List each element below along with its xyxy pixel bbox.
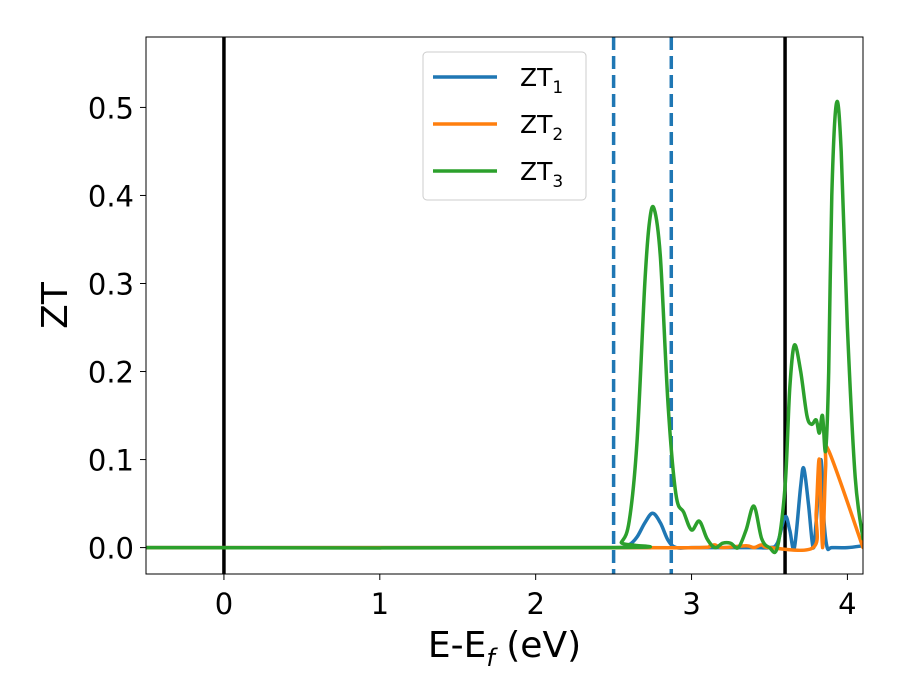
series-layer <box>146 99 863 555</box>
y-tick-label: 0.2 <box>88 356 134 390</box>
y-tick-label: 0.4 <box>88 179 134 213</box>
x-tick-label: 4 <box>838 587 856 621</box>
x-axis-ticks: 0 1 2 3 4 <box>215 574 857 621</box>
y-tick-label: 0.3 <box>88 267 134 301</box>
series-line-zt2 <box>146 443 863 553</box>
x-tick-label: 1 <box>371 587 389 621</box>
y-tick-label: 0.5 <box>88 91 134 125</box>
series-line-zt1 <box>146 457 863 552</box>
x-tick-label: 2 <box>526 587 544 621</box>
y-axis-label: ZT <box>35 281 76 329</box>
legend-label-zt1: ZT1 <box>520 63 563 98</box>
y-tick-label: 0.1 <box>88 444 134 478</box>
y-tick-label: 0.0 <box>88 532 134 566</box>
legend-box <box>422 51 587 201</box>
plot-frame <box>145 36 864 575</box>
x-axis-label: E-Ef (eV) <box>428 625 581 672</box>
legend-label-zt2: ZT2 <box>520 110 563 145</box>
series-line-zt3 <box>146 99 863 555</box>
legend: ZT1 ZT2 ZT3 <box>422 51 587 201</box>
y-axis-ticks: 0.0 0.1 0.2 0.3 0.4 0.5 <box>88 91 146 566</box>
legend-label-zt3: ZT3 <box>520 157 563 192</box>
x-tick-label: 3 <box>682 587 700 621</box>
x-tick-label: 0 <box>215 587 233 621</box>
